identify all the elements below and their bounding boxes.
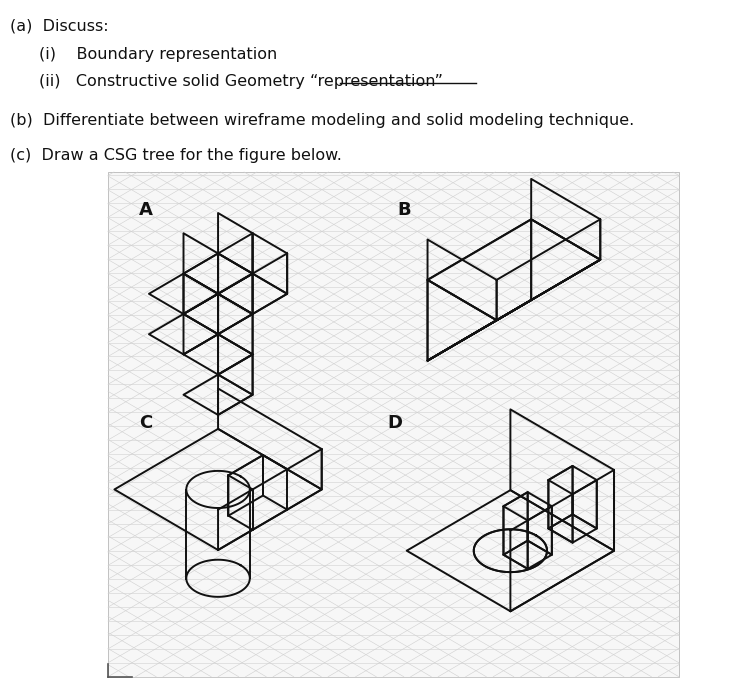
Text: C: C xyxy=(139,414,153,431)
Text: (c)  Draw a CSG tree for the figure below.: (c) Draw a CSG tree for the figure below… xyxy=(10,147,342,163)
Text: (a)  Discuss:: (a) Discuss: xyxy=(10,19,109,34)
Text: (i)    Boundary representation: (i) Boundary representation xyxy=(39,47,277,62)
Text: B: B xyxy=(397,201,410,219)
Text: A: A xyxy=(139,201,153,219)
Text: (ii)   Constructive solid Geometry “representation”: (ii) Constructive solid Geometry “repres… xyxy=(39,75,443,89)
Text: D: D xyxy=(387,414,402,431)
Text: (b)  Differentiate between wireframe modeling and solid modeling technique.: (b) Differentiate between wireframe mode… xyxy=(10,113,635,128)
FancyBboxPatch shape xyxy=(108,172,679,677)
